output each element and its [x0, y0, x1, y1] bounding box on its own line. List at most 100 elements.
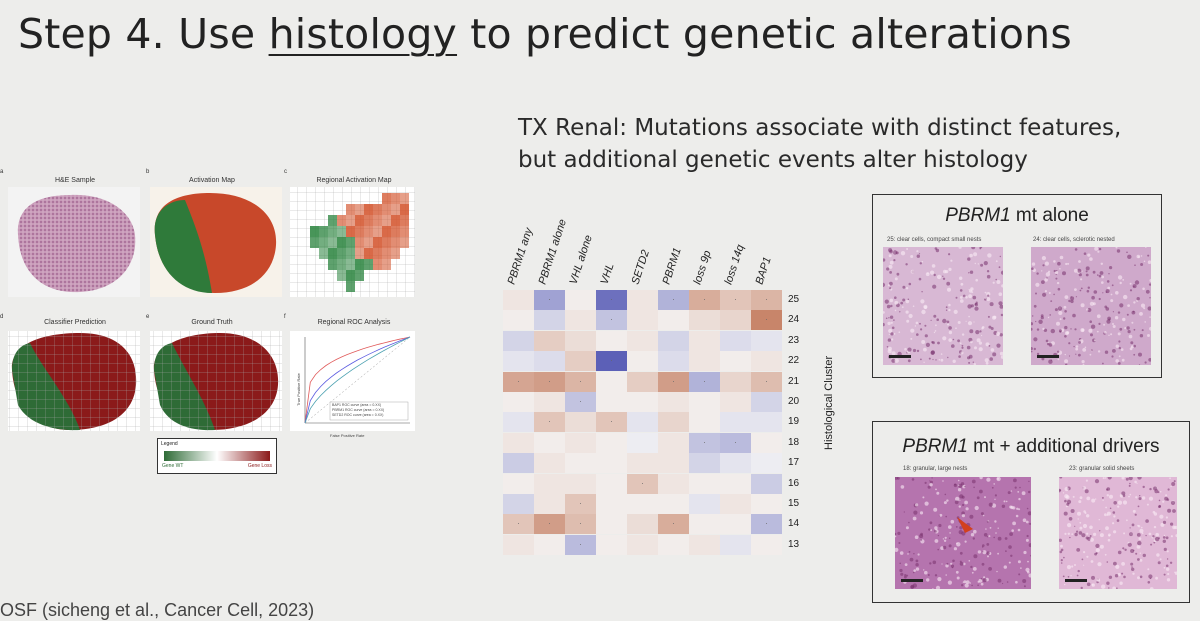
heatmap-cell: [658, 453, 689, 474]
caption-24: 24: clear cells, sclerotic nested: [1033, 237, 1115, 243]
panel-f-letter: f: [284, 314, 286, 320]
heatmap-cell: [565, 453, 596, 474]
regional-cell: [310, 226, 319, 237]
heatmap-cell: [596, 392, 627, 412]
regional-cell: [337, 237, 346, 248]
heatmap-cell: [627, 310, 658, 331]
heatmap-row-15: 15: [788, 498, 800, 509]
heatmap-cell: [503, 351, 534, 372]
heatmap-cell: [658, 534, 689, 555]
roc-legend: [329, 401, 409, 421]
regional-cell: [319, 237, 328, 248]
regional-cell: [319, 226, 328, 237]
regional-cell: [400, 204, 409, 215]
heatmap-cell: ·: [534, 290, 565, 310]
histology-image-23: [1059, 477, 1177, 589]
heatmap-col-2: VHL alone: [567, 233, 595, 286]
heatmap-cell: [565, 290, 596, 310]
heatmap-ylabel: Histological Cluster: [823, 355, 835, 450]
histology-image-18: [895, 477, 1031, 589]
heatmap-cell: [627, 514, 658, 535]
regional-cell: [328, 226, 337, 237]
regional-cell: [355, 226, 364, 237]
regional-cell: [382, 193, 391, 204]
heatmap-cell: [596, 514, 627, 535]
regional-cell: [328, 259, 337, 270]
panel-a-label: H&E Sample: [54, 177, 96, 184]
heatmap-cell: [565, 310, 596, 331]
heatmap-col-8: BAP1: [753, 255, 774, 286]
heatmap-row-13: 13: [788, 538, 800, 550]
roc-curves: [304, 336, 411, 424]
heatmap-cell: [596, 330, 627, 351]
histology-image-25: [883, 247, 1003, 365]
heatmap-cell: [503, 494, 534, 514]
regional-cell: [382, 259, 391, 270]
heatmap-row-22: 22: [788, 355, 800, 367]
regional-cell: [373, 226, 382, 237]
heatmap-row-17: 17: [788, 457, 800, 469]
heatmap-cell: [627, 534, 658, 555]
citation: OSF (sicheng et al., Cancer Cell, 2023): [0, 600, 315, 620]
title-underlined-word: histology: [268, 10, 458, 58]
roc-legend-1: BAP1 ROC curve (area = 0.XX): [332, 403, 382, 407]
heatmap-cell: ·: [720, 432, 751, 453]
regional-cell: [346, 226, 355, 237]
heatmap-cell: [534, 310, 565, 331]
heatmap-cell: [751, 432, 782, 453]
heatmap-col-6: loss 9p: [691, 249, 714, 286]
heatmap-cell: [658, 494, 689, 514]
regional-cell: [346, 215, 355, 226]
heatmap-cell: [627, 432, 658, 453]
arrow-icon: [957, 517, 973, 533]
regional-cell: [337, 226, 346, 237]
heatmap-cell: ·: [503, 514, 534, 535]
panel-e-letter: e: [146, 314, 150, 320]
regional-cell: [400, 237, 409, 248]
heatmap-row-23: 23: [788, 334, 800, 346]
legend-wt-label: Gene WT: [162, 463, 184, 469]
regional-cell: [373, 248, 382, 259]
heatmap-cell: [751, 412, 782, 433]
panel-b-letter: b: [146, 169, 150, 175]
heatmap-row-14: 14: [788, 518, 800, 530]
heatmap-cell: [565, 473, 596, 494]
regional-cell: [346, 259, 355, 270]
heatmap-cell: [658, 330, 689, 351]
heatmap-cell: [720, 514, 751, 535]
regional-cell: [337, 215, 346, 226]
panel-b-label: Activation Map: [189, 177, 235, 184]
heatmap-cell: ·: [751, 290, 782, 310]
legend-loss-label: Gene Loss: [247, 463, 272, 469]
heatmap-cell: [658, 473, 689, 494]
heatmap-cell: [689, 494, 720, 514]
regional-cell: [337, 259, 346, 270]
heatmap-col-4: SETD2: [629, 248, 652, 286]
caption-23: 23: granular solid sheets: [1069, 466, 1135, 472]
regional-cell: [355, 204, 364, 215]
heatmap-cell: [503, 330, 534, 351]
heatmap-cell: [658, 351, 689, 372]
regional-cell: [364, 226, 373, 237]
regional-cell: [382, 237, 391, 248]
panel-c-label: Regional Activation Map: [316, 177, 392, 184]
regional-cell: [346, 270, 355, 281]
heatmap-cell: [534, 473, 565, 494]
heatmap-cell: ·: [689, 371, 720, 392]
regional-cell: [391, 226, 400, 237]
histology-figure: a H&E Sample b Activation Map c Regional…: [0, 165, 420, 485]
heatmap-cell: [720, 330, 751, 351]
heatmap-cell: ·: [658, 290, 689, 310]
he-tissue-image: [17, 194, 136, 293]
heatmap-cell: [596, 473, 627, 494]
heatmap-cell: [720, 351, 751, 372]
heatmap-cell: ·: [751, 310, 782, 331]
subtitle-line-1: TX Renal: Mutations associate with disti…: [518, 115, 1122, 141]
heatmap-cell: [627, 412, 658, 433]
heatmap-cell: [689, 330, 720, 351]
regional-cell: [382, 248, 391, 259]
regional-cell: [328, 237, 337, 248]
regional-cell: [355, 270, 364, 281]
heatmap-cell: [627, 453, 658, 474]
heatmap-cell: [534, 453, 565, 474]
